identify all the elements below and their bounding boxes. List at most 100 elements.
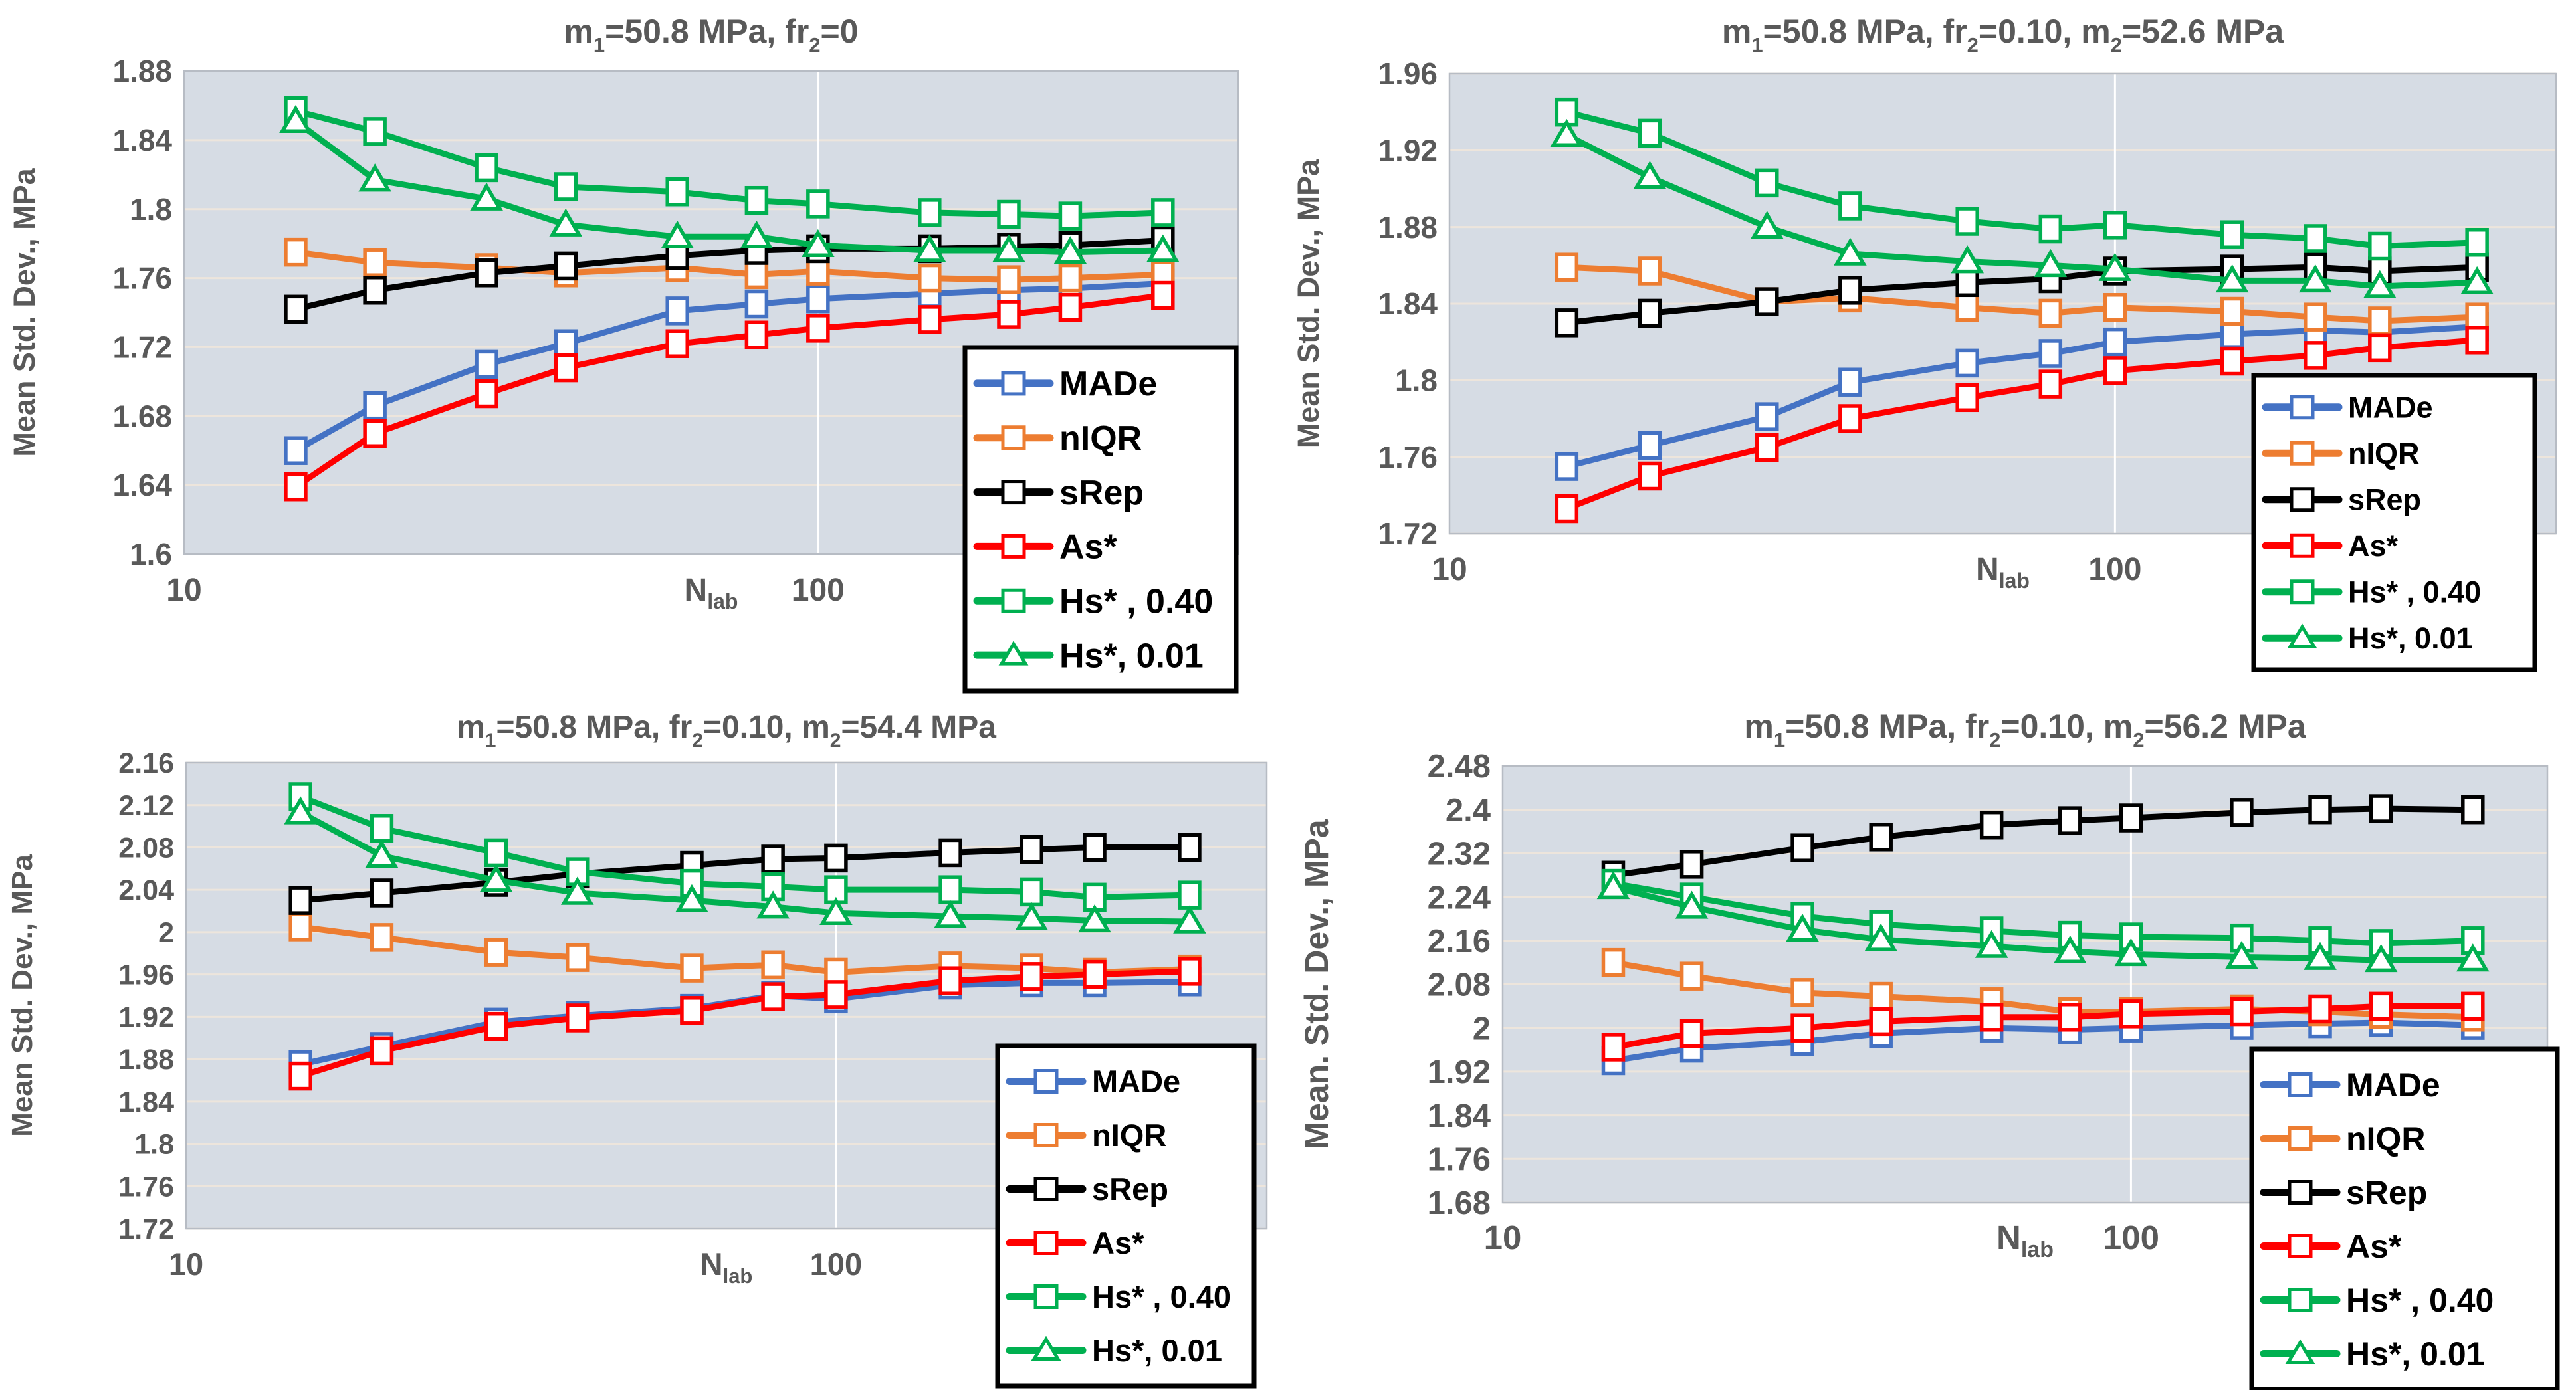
series-marker-square xyxy=(1058,201,1083,231)
series-marker-square xyxy=(2304,341,2327,370)
series-marker-triangle xyxy=(992,234,1025,262)
series-marker-square xyxy=(2038,339,2063,368)
series-marker-triangle xyxy=(1750,211,1784,239)
series-marker-triangle xyxy=(279,104,312,134)
series-marker-square xyxy=(1601,947,1626,977)
legend-marker-square xyxy=(1033,1231,1059,1255)
series-marker-triangle xyxy=(740,220,774,249)
y-tick-label: 1.88 xyxy=(118,1044,174,1076)
series-marker-square xyxy=(2103,356,2127,385)
legend-label: As* xyxy=(1092,1225,1144,1260)
legend-label: nIQR xyxy=(2346,1120,2425,1157)
series-marker-triangle xyxy=(560,876,594,905)
series-marker-square xyxy=(997,265,1021,294)
series-marker-square xyxy=(2230,798,2254,827)
chart-svg: 1.72 1.76 1.8 1.84 1.88 1.92 1.96 2 2.04 2.08 2.12… xyxy=(6,710,1268,1389)
legend-marker-square xyxy=(1001,425,1026,450)
series-marker-triangle xyxy=(2364,943,2398,973)
legend-marker-triangle xyxy=(1031,1336,1061,1361)
legend-label: sRep xyxy=(1092,1171,1168,1207)
series-marker-square xyxy=(1020,877,1044,907)
series-marker-square xyxy=(484,1011,508,1041)
legend-label: nIQR xyxy=(1092,1118,1166,1153)
series-marker-triangle xyxy=(2298,264,2332,293)
y-tick-label: 2.16 xyxy=(1428,924,1491,959)
y-tick-label: 1.76 xyxy=(1428,1142,1491,1177)
legend-box xyxy=(962,345,1239,694)
x-tick-label: 10 xyxy=(166,573,201,608)
series-marker-square xyxy=(2103,211,2127,240)
series-marker-square xyxy=(370,878,394,908)
series-marker-triangle xyxy=(1078,904,1111,933)
y-tick-label: 1.84 xyxy=(118,1086,174,1118)
legend-label: sRep xyxy=(1059,474,1144,512)
series-marker-square xyxy=(744,320,769,350)
series-marker-square xyxy=(2308,994,2332,1024)
y-tick-label: 1.96 xyxy=(1378,56,1438,91)
legend-marker-square xyxy=(1001,588,1026,613)
chart-title: m1=50.8 MPa, fr2=0 xyxy=(564,13,858,56)
series-marker-square xyxy=(744,289,769,319)
series-marker-triangle xyxy=(1675,890,1709,919)
series-marker-triangle xyxy=(2098,252,2132,281)
series-marker-square xyxy=(2308,795,2332,825)
series-marker-square xyxy=(370,814,394,843)
legend-box xyxy=(2249,1046,2560,1390)
y-tick-label: 1.72 xyxy=(1378,516,1438,551)
series-marker-triangle xyxy=(661,220,695,249)
series-marker-square xyxy=(284,237,308,267)
legend-label: Hs*, 0.01 xyxy=(1059,637,1204,675)
series-marker-square xyxy=(2368,333,2392,363)
chart-svg: 1.6 1.64 1.68 1.72 1.76 1.8 1.84 1.88 Mean Std. … xyxy=(7,13,1239,694)
y-axis-label: Mean. Std. Dev., MPa xyxy=(1298,819,1335,1149)
legend-marker-square xyxy=(1033,1069,1059,1094)
series-marker-square xyxy=(2304,224,2327,253)
series-marker-square xyxy=(1555,252,1579,282)
series-marker-square xyxy=(1555,494,1579,524)
series-marker-square xyxy=(1838,191,1862,221)
series-marker-square xyxy=(918,198,942,227)
series-marker-triangle xyxy=(802,229,835,257)
legend-marker-square xyxy=(2288,1288,2313,1312)
y-tick-label: 2 xyxy=(1473,1011,1491,1046)
y-tick-label: 2 xyxy=(158,917,174,949)
series-marker-square xyxy=(554,251,578,281)
y-tick-label: 1.68 xyxy=(1428,1185,1491,1221)
series-marker-square xyxy=(2465,326,2489,355)
series-marker-square xyxy=(761,950,785,980)
y-tick-label: 1.88 xyxy=(1378,210,1438,245)
series-marker-square xyxy=(484,838,508,868)
y-tick-label: 1.76 xyxy=(118,1171,174,1203)
series-marker-square xyxy=(997,199,1021,229)
legend-marker-triangle xyxy=(2285,1339,2315,1364)
legend-marker-square xyxy=(2290,487,2315,512)
series-marker-square xyxy=(1020,962,1044,991)
series-marker-triangle xyxy=(934,900,967,928)
series-marker-square xyxy=(284,472,308,502)
legend-box xyxy=(2251,373,2537,672)
x-tick-label: 100 xyxy=(2103,1219,2159,1256)
legend-marker-square xyxy=(2290,441,2315,466)
series-marker-triangle xyxy=(1596,870,1630,900)
series-marker-square xyxy=(1838,404,1862,433)
series-marker-square xyxy=(2038,214,2063,244)
series-marker-square xyxy=(918,305,942,334)
chart-title: m1=50.8 MPa, fr2=0.10, m2=54.4 MPa xyxy=(457,710,996,751)
series-marker-triangle xyxy=(2034,248,2068,278)
legend-marker-square xyxy=(2288,1072,2313,1097)
legend-label: sRep xyxy=(2348,483,2421,517)
series-marker-square xyxy=(1790,833,1814,862)
series-marker-square xyxy=(2058,806,2082,835)
series-marker-square xyxy=(1679,961,1704,991)
series-marker-square xyxy=(761,872,785,902)
series-marker-square xyxy=(761,982,785,1011)
series-marker-square xyxy=(566,1003,590,1033)
series-marker-square xyxy=(363,248,387,277)
series-marker-square xyxy=(1058,263,1083,293)
x-tick-label: 10 xyxy=(1432,552,1467,587)
series-marker-square xyxy=(2220,346,2244,376)
y-tick-label: 1.72 xyxy=(112,330,172,365)
legend-label: MADe xyxy=(1059,365,1157,403)
series-marker-square xyxy=(1955,207,1979,236)
series-marker-triangle xyxy=(2363,270,2397,298)
